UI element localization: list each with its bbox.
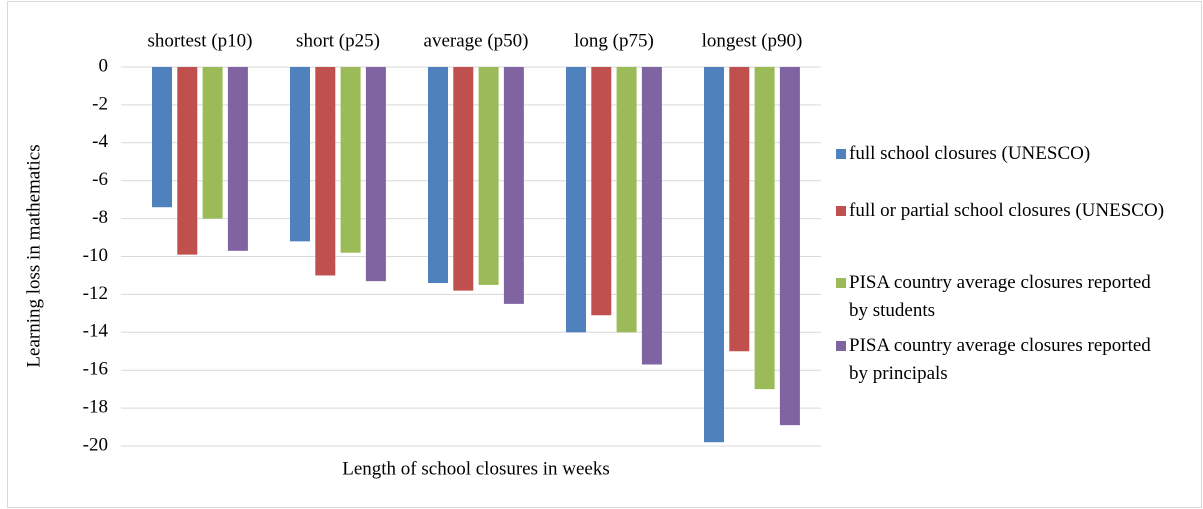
x-tick-label: longest (p90) (702, 30, 803, 51)
bar (729, 67, 750, 352)
y-tick-label: -16 (83, 359, 108, 380)
bar (290, 67, 310, 242)
bar (754, 67, 775, 390)
bar (227, 67, 248, 251)
y-axis-title: Learning loss in mathematics (23, 144, 44, 367)
x-tick-label: short (p25) (296, 30, 380, 51)
y-tick-label: -12 (83, 283, 108, 304)
legend-label: full school closures (UNESCO) (849, 143, 1091, 164)
y-tick-label: -8 (92, 207, 108, 228)
bar (152, 67, 172, 208)
bar (202, 67, 223, 219)
bar (315, 67, 336, 276)
x-tick-label: long (p75) (574, 30, 654, 51)
bar (177, 67, 198, 255)
chart-frame (7, 1, 1202, 508)
y-tick-label: -18 (83, 396, 108, 417)
bar (779, 67, 800, 426)
bar (641, 67, 662, 365)
legend-swatch (836, 206, 846, 216)
legend-swatch (836, 278, 846, 288)
legend-entry: full school closures (UNESCO) (836, 140, 1169, 168)
legend-entry: full or partial school closures (UNESCO) (836, 197, 1169, 225)
y-tick-label: -10 (83, 245, 108, 266)
x-tick-label: shortest (p10) (147, 30, 252, 51)
legend-entry: PISA country average closures reported b… (836, 332, 1169, 388)
legend-label: PISA country average closures reported b… (849, 272, 1151, 321)
x-axis-title: Length of school closures in weeks (342, 458, 610, 479)
y-tick-label: -2 (92, 93, 108, 114)
bar (616, 67, 637, 333)
legend-label: PISA country average closures reported b… (849, 335, 1151, 384)
bar (453, 67, 474, 291)
y-tick-label: -4 (92, 131, 108, 152)
bar (340, 67, 361, 253)
bar (704, 67, 724, 443)
legend-entry: PISA country average closures reported b… (836, 269, 1169, 325)
y-tick-label: 0 (99, 55, 109, 76)
legend-swatch (836, 149, 846, 159)
bar (478, 67, 499, 285)
y-tick-label: -14 (83, 321, 109, 342)
y-tick-label: -20 (83, 434, 108, 455)
x-tick-label: average (p50) (424, 30, 529, 51)
bar (428, 67, 448, 284)
bar (566, 67, 586, 333)
legend-label: full or partial school closures (UNESCO) (849, 200, 1165, 221)
bar (591, 67, 612, 316)
bar (365, 67, 386, 282)
y-tick-label: -6 (92, 169, 108, 190)
bar (503, 67, 524, 304)
legend-swatch (836, 341, 846, 351)
